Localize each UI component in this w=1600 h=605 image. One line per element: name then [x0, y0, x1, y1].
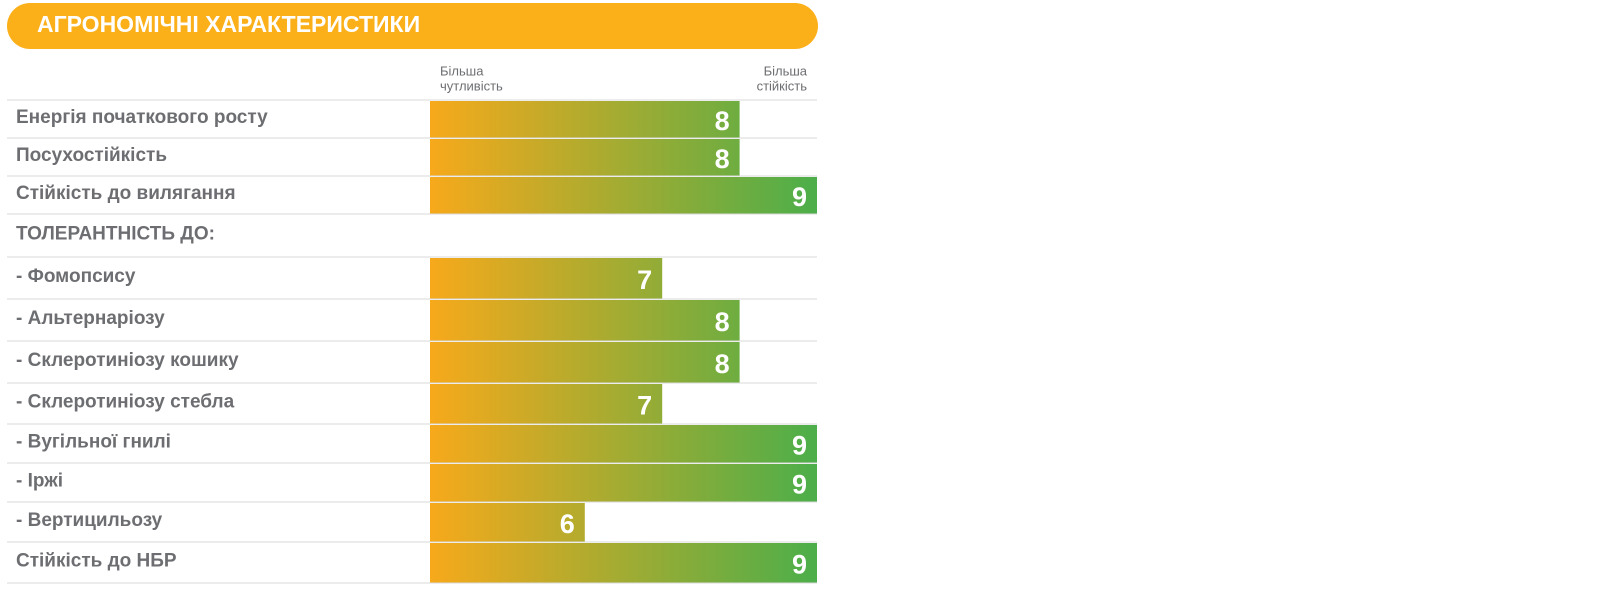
row-label: ТОЛЕРАНТНІСТЬ ДО: — [16, 224, 215, 245]
bar — [430, 384, 663, 424]
row-label: - Іржі — [16, 471, 63, 492]
value-label: 8 — [715, 144, 730, 174]
bar — [430, 503, 585, 542]
row-label: - Вугільної гнилі — [16, 432, 171, 453]
bar — [430, 177, 817, 214]
bar — [430, 342, 740, 383]
bar — [430, 425, 817, 463]
axis-label-left: чутливість — [440, 78, 503, 93]
value-label: 8 — [715, 106, 730, 136]
bar — [430, 101, 740, 138]
bar — [430, 139, 740, 176]
axis-label-left: Більша — [440, 63, 484, 78]
axis-label-right: стійкість — [757, 78, 808, 93]
value-label: 9 — [792, 182, 807, 212]
title-bar — [7, 3, 818, 49]
value-label: 9 — [792, 470, 807, 500]
bar — [430, 300, 740, 341]
value-label: 8 — [715, 349, 730, 379]
row-label: - Склеротиніозу стебла — [16, 392, 235, 413]
value-label: 7 — [637, 265, 652, 295]
bar — [430, 543, 817, 583]
row-label: - Фомопсису — [16, 266, 136, 287]
axis-label-right: Більша — [764, 63, 808, 78]
chart-title: АГРОНОМІЧНІ ХАРАКТЕРИСТИКИ — [37, 11, 420, 37]
value-label: 6 — [560, 509, 575, 539]
row-label: Стійкість до НБР — [16, 551, 177, 572]
row-label: Посухостійкість — [16, 145, 167, 166]
row-label: - Альтернаріозу — [16, 308, 165, 329]
value-label: 9 — [792, 550, 807, 580]
row-label: Стійкість до вилягання — [16, 183, 236, 204]
bar — [430, 464, 817, 502]
row-label: - Вертицильозу — [16, 510, 163, 531]
row-label: - Склеротиніозу кошику — [16, 350, 239, 371]
value-label: 9 — [792, 431, 807, 461]
row-label: Енергія початкового росту — [16, 107, 268, 128]
value-label: 8 — [715, 307, 730, 337]
bar — [430, 258, 663, 299]
value-label: 7 — [637, 391, 652, 421]
